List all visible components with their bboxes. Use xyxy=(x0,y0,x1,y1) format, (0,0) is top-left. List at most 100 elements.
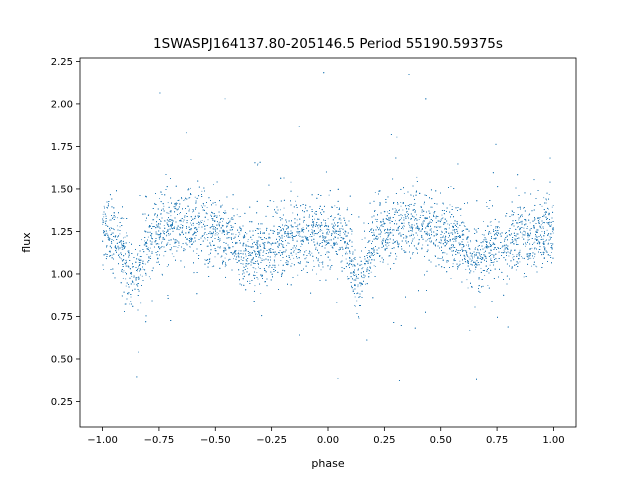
data-point xyxy=(309,236,311,237)
data-point xyxy=(171,219,173,221)
data-point xyxy=(175,239,177,241)
data-point xyxy=(408,223,410,225)
data-point xyxy=(340,228,342,229)
data-point xyxy=(484,247,486,249)
data-point xyxy=(421,248,423,250)
data-point xyxy=(357,286,359,288)
data-point xyxy=(475,264,476,265)
data-point xyxy=(282,250,284,252)
data-point xyxy=(435,234,437,236)
data-point xyxy=(216,234,218,236)
data-point xyxy=(503,249,505,251)
data-point xyxy=(138,351,139,353)
data-point xyxy=(203,220,205,222)
data-point xyxy=(541,231,543,232)
data-point xyxy=(314,218,315,220)
data-point xyxy=(326,251,328,253)
data-point xyxy=(240,258,242,260)
data-point xyxy=(302,243,303,245)
data-point xyxy=(530,257,532,259)
data-point xyxy=(239,233,241,235)
data-point xyxy=(111,254,113,256)
data-point xyxy=(493,261,495,263)
data-point xyxy=(194,196,196,198)
data-point xyxy=(365,283,366,285)
data-point xyxy=(166,212,168,214)
data-point xyxy=(118,253,120,255)
data-point xyxy=(441,214,443,216)
data-point xyxy=(295,200,296,202)
data-point xyxy=(260,293,262,294)
data-point xyxy=(200,220,201,222)
data-point xyxy=(114,229,115,231)
data-point xyxy=(175,207,177,209)
data-point xyxy=(117,236,119,237)
data-point xyxy=(435,233,437,235)
data-point xyxy=(399,219,401,221)
data-point xyxy=(531,247,533,249)
data-point xyxy=(221,232,223,234)
data-point xyxy=(259,228,261,230)
data-point xyxy=(523,276,525,278)
data-point xyxy=(384,233,386,234)
data-point xyxy=(494,233,496,235)
data-point xyxy=(547,208,549,210)
data-point xyxy=(414,237,415,239)
data-point xyxy=(116,225,118,227)
data-point xyxy=(123,237,124,239)
data-point xyxy=(203,204,204,206)
data-point xyxy=(251,262,253,264)
data-point xyxy=(356,300,358,302)
data-point xyxy=(119,233,121,235)
data-point xyxy=(293,257,295,259)
data-point xyxy=(102,223,104,225)
data-point xyxy=(504,240,505,242)
data-point xyxy=(249,280,251,282)
data-point xyxy=(116,247,118,249)
data-point xyxy=(159,198,160,199)
data-point xyxy=(373,232,375,234)
data-point xyxy=(409,204,410,206)
data-point xyxy=(510,253,511,255)
data-point xyxy=(140,302,142,304)
data-point xyxy=(263,244,265,246)
data-point xyxy=(170,249,172,251)
data-point xyxy=(213,226,214,228)
data-point xyxy=(403,225,405,227)
data-point xyxy=(299,231,301,233)
data-point xyxy=(123,217,125,219)
data-point xyxy=(297,195,299,197)
data-point xyxy=(446,253,448,255)
data-point xyxy=(125,278,127,280)
data-point xyxy=(196,252,198,254)
data-point xyxy=(240,229,241,231)
data-point xyxy=(373,247,375,249)
data-point xyxy=(397,246,399,248)
data-point xyxy=(224,98,226,100)
data-point xyxy=(396,255,398,257)
data-point xyxy=(334,217,336,218)
data-point xyxy=(268,252,269,253)
data-point xyxy=(407,211,408,212)
data-point xyxy=(543,197,545,199)
data-point xyxy=(224,266,226,268)
data-point xyxy=(528,239,530,240)
data-point xyxy=(533,242,535,244)
data-point xyxy=(150,278,151,280)
data-point xyxy=(446,242,448,244)
data-point xyxy=(449,204,451,206)
data-point xyxy=(107,236,109,238)
data-point xyxy=(321,240,323,241)
data-point xyxy=(320,269,322,271)
data-point xyxy=(168,212,170,214)
data-point xyxy=(347,276,348,278)
data-point xyxy=(524,231,526,233)
data-point xyxy=(480,267,482,269)
data-point xyxy=(238,250,240,252)
data-point xyxy=(326,252,328,254)
data-point xyxy=(311,231,312,233)
data-point xyxy=(267,242,268,244)
data-point xyxy=(546,199,547,201)
data-point xyxy=(543,216,545,217)
data-point xyxy=(297,224,298,226)
